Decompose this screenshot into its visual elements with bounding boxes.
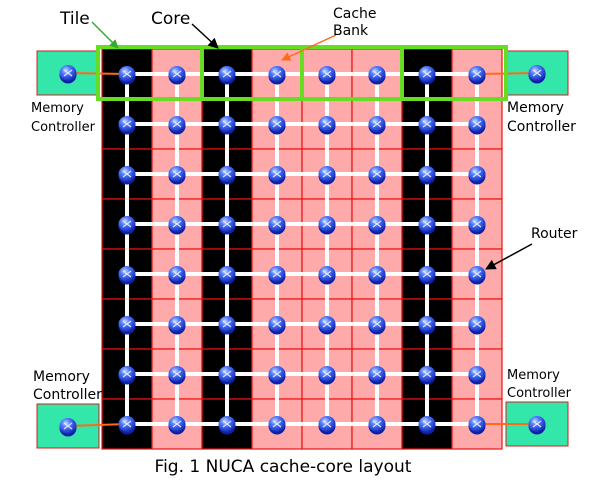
router-icon bbox=[418, 366, 436, 385]
router-icon bbox=[168, 216, 186, 235]
router-icon bbox=[268, 366, 286, 385]
router-icon bbox=[168, 66, 186, 85]
router-icon bbox=[368, 316, 386, 335]
router-icon bbox=[318, 416, 336, 435]
router-icon bbox=[168, 366, 186, 385]
router-icon bbox=[218, 116, 236, 135]
mc-top-right-label-line2: Controller bbox=[507, 119, 576, 135]
router-icon bbox=[468, 66, 486, 85]
router-icon bbox=[168, 316, 186, 335]
router-icon bbox=[268, 316, 286, 335]
router-icon bbox=[418, 416, 436, 435]
router-icon bbox=[218, 416, 236, 435]
routers bbox=[118, 66, 486, 435]
router-icon bbox=[168, 166, 186, 185]
router-icon bbox=[468, 366, 486, 385]
router-icon bbox=[468, 216, 486, 235]
router-icon bbox=[318, 266, 336, 285]
router-icon bbox=[368, 366, 386, 385]
router-icon bbox=[118, 66, 136, 85]
router-icon bbox=[418, 116, 436, 135]
tile-outlines bbox=[96, 45, 508, 101]
router-icon bbox=[368, 416, 386, 435]
router-icon bbox=[318, 166, 336, 185]
router-icon bbox=[118, 316, 136, 335]
router-icon bbox=[318, 66, 336, 85]
router-icon bbox=[218, 66, 236, 85]
router-icon bbox=[218, 266, 236, 285]
router-icon bbox=[268, 66, 286, 85]
router-icon bbox=[468, 266, 486, 285]
router-icon bbox=[418, 316, 436, 335]
core-label: Core bbox=[151, 9, 190, 29]
router-icon bbox=[318, 116, 336, 135]
mc-top-right-label-line1: Memory bbox=[507, 100, 564, 116]
router-icon bbox=[168, 266, 186, 285]
router-icon bbox=[218, 166, 236, 185]
router-icon bbox=[268, 416, 286, 435]
router-icon bbox=[118, 416, 136, 435]
mc-top-left-label-line1: Memory bbox=[31, 101, 84, 116]
router-icon bbox=[268, 216, 286, 235]
controller-router-icon bbox=[528, 65, 546, 84]
router-icon bbox=[218, 216, 236, 235]
router-icon bbox=[468, 316, 486, 335]
cache-bank-pointer bbox=[281, 34, 337, 61]
router-label: Router bbox=[531, 226, 578, 242]
router-icon bbox=[468, 166, 486, 185]
router-icon bbox=[418, 166, 436, 185]
cache-bank-label-line2: Bank bbox=[333, 23, 369, 39]
router-icon bbox=[318, 216, 336, 235]
router-icon bbox=[368, 166, 386, 185]
router-icon bbox=[318, 316, 336, 335]
router-icon bbox=[418, 216, 436, 235]
mc-bottom-right-label-line2: Controller bbox=[507, 386, 572, 401]
cache-bank-label-line1: Cache bbox=[333, 6, 377, 22]
tile-label: Tile bbox=[59, 9, 90, 29]
memory-controllers bbox=[36, 50, 569, 449]
controller-link bbox=[67, 423, 128, 427]
router-icon bbox=[218, 366, 236, 385]
router-icon bbox=[218, 316, 236, 335]
router-icon bbox=[118, 116, 136, 135]
router-icon bbox=[168, 116, 186, 135]
mc-bottom-left-label-line2: Controller bbox=[33, 387, 102, 403]
router-pointer bbox=[485, 243, 533, 270]
router-icon bbox=[418, 66, 436, 85]
tile-grid bbox=[101, 48, 503, 450]
mc-bottom-right-label-line1: Memory bbox=[507, 368, 560, 383]
router-icon bbox=[368, 66, 386, 85]
mc-top-left-label-line2: Controller bbox=[31, 120, 96, 135]
mc-bottom-left-label-line1: Memory bbox=[33, 369, 90, 385]
router-icon bbox=[268, 116, 286, 135]
router-icon bbox=[118, 166, 136, 185]
router-icon bbox=[118, 266, 136, 285]
router-icon bbox=[168, 416, 186, 435]
router-icon bbox=[268, 266, 286, 285]
controller-router-icon bbox=[59, 418, 77, 437]
core-pointer bbox=[191, 23, 219, 49]
controller-router-icon bbox=[59, 65, 77, 84]
router-icon bbox=[368, 266, 386, 285]
router-icon bbox=[368, 116, 386, 135]
router-icon bbox=[468, 116, 486, 135]
router-icon bbox=[418, 266, 436, 285]
controller-router-icon bbox=[528, 416, 546, 435]
tile-pointer bbox=[91, 21, 119, 49]
router-icon bbox=[318, 366, 336, 385]
figure-caption: Fig. 1 NUCA cache-core layout bbox=[155, 457, 412, 477]
router-icon bbox=[368, 216, 386, 235]
router-icon bbox=[118, 366, 136, 385]
router-icon bbox=[268, 166, 286, 185]
tile-outline-4 bbox=[400, 45, 508, 101]
router-icon bbox=[468, 416, 486, 435]
router-icon bbox=[118, 216, 136, 235]
